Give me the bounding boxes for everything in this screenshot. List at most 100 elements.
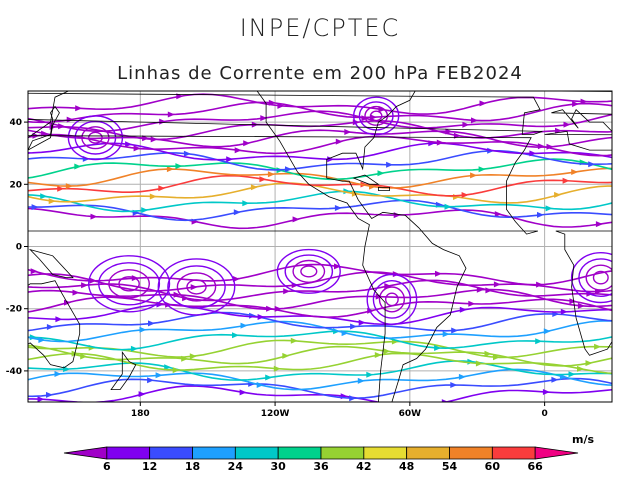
colorbar-segment xyxy=(363,446,408,460)
streamline-arrow xyxy=(260,115,268,122)
streamline-arrow xyxy=(471,117,478,124)
streamline-arrow xyxy=(461,192,469,198)
streamline-arrow xyxy=(282,352,290,359)
streamline-arrow xyxy=(551,376,559,383)
streamline-arrow xyxy=(545,205,553,212)
streamline-arrow xyxy=(285,166,292,173)
vortex-streamline xyxy=(108,269,151,299)
coastline xyxy=(549,66,640,91)
streamline-arrow xyxy=(172,367,180,374)
streamline-arrow xyxy=(81,282,89,289)
colorbar-label: 12 xyxy=(142,460,157,473)
streamline-arrow xyxy=(240,322,248,329)
y-axis-ticks: 40 20 0 -20 -40 xyxy=(6,118,28,377)
streamline-arrow xyxy=(147,377,155,384)
y-tick-label: 20 xyxy=(9,180,22,190)
streamline-arrow xyxy=(451,327,459,334)
streamline-arrow xyxy=(57,185,65,192)
streamline-arrow xyxy=(542,389,550,395)
streamline xyxy=(28,101,612,124)
streamline-arrow xyxy=(175,163,183,170)
coastline xyxy=(480,91,532,92)
colorbar-label: 18 xyxy=(185,460,200,473)
streamline-arrow xyxy=(189,353,197,360)
streamline-arrow xyxy=(149,193,157,200)
colorbar-segment xyxy=(449,446,493,460)
streamline-arrow xyxy=(239,389,247,396)
vortex-streamline xyxy=(372,279,412,319)
streamline-arrow xyxy=(38,337,46,343)
coastline xyxy=(377,186,391,191)
streamline-arrow xyxy=(65,183,73,190)
streamline-arrow xyxy=(232,276,240,282)
streamline-arrow xyxy=(292,216,300,223)
streamline-arrow xyxy=(554,191,562,198)
streamline-arrow xyxy=(529,150,537,157)
colorbar-segment xyxy=(534,446,579,460)
streamline-arrow xyxy=(234,147,242,154)
streamline xyxy=(28,288,612,311)
streamline xyxy=(28,207,612,230)
vortex-streamline xyxy=(292,259,326,283)
coastline xyxy=(522,76,531,85)
coastline xyxy=(352,174,380,185)
streamline-arrow xyxy=(560,308,568,315)
streamline-arrow xyxy=(366,371,374,378)
streamline-arrow xyxy=(493,281,501,288)
coastline xyxy=(387,0,499,60)
streamline-arrow xyxy=(369,183,376,190)
vortex-streamline xyxy=(592,270,609,285)
coastline xyxy=(28,280,81,369)
vortex-streamline xyxy=(300,265,318,278)
vortex-streamline xyxy=(369,110,383,122)
vortex-streamline xyxy=(578,258,612,297)
streamline-arrow xyxy=(568,371,576,378)
streamline xyxy=(28,330,612,351)
streamline-arrow xyxy=(384,283,392,289)
vortex-streamline xyxy=(98,262,161,306)
vortex-streamline xyxy=(366,273,418,325)
streamline-arrow xyxy=(442,331,450,338)
vortex-streamline xyxy=(353,96,400,136)
colorbar-label: 66 xyxy=(528,460,544,473)
streamline-arrow xyxy=(484,350,492,357)
streamline-arrow xyxy=(470,172,478,179)
streamline-arrow xyxy=(594,343,602,350)
vortex-streamline xyxy=(570,252,612,304)
streamline-arrow xyxy=(468,300,476,307)
streamline-arrow xyxy=(130,345,138,352)
streamline-arrow xyxy=(450,382,458,388)
streamline-arrow xyxy=(378,106,386,113)
streamline-arrow xyxy=(344,129,352,135)
streamline-arrow xyxy=(72,289,80,296)
x-tick-label: 0 xyxy=(541,409,547,419)
streamline-arrow xyxy=(374,352,382,358)
streamline-arrow xyxy=(555,127,562,134)
streamline-arrow xyxy=(588,161,596,168)
streamline-arrow xyxy=(148,320,155,327)
streamline-arrow xyxy=(546,143,554,150)
colorbar-label: 6 xyxy=(103,460,111,473)
streamline xyxy=(28,311,612,332)
streamline-arrow xyxy=(58,123,66,130)
colorbar-label: 30 xyxy=(271,460,287,473)
streamline-arrow xyxy=(167,111,175,118)
streamline-arrow xyxy=(478,166,486,173)
streamline-arrow xyxy=(537,211,544,218)
streamline-arrow xyxy=(80,353,88,360)
y-tick-label: 0 xyxy=(16,243,22,253)
streamline-arrow xyxy=(536,281,544,288)
streamline-arrow xyxy=(572,101,580,107)
coastline xyxy=(544,130,612,356)
streamline-arrow xyxy=(290,337,298,344)
streamlines xyxy=(28,93,612,402)
x-tick-label: 120W xyxy=(261,409,290,419)
vortex-streamline xyxy=(81,126,110,150)
streamline-arrow xyxy=(434,345,442,351)
streamline-arrow xyxy=(327,156,335,163)
x-axis-ticks: 180 120W 60W 0 xyxy=(131,402,548,419)
colorbar-segment xyxy=(234,446,279,460)
streamline-arrow xyxy=(256,382,264,388)
streamline-arrow xyxy=(559,373,567,380)
streamline-arrow xyxy=(274,305,282,312)
